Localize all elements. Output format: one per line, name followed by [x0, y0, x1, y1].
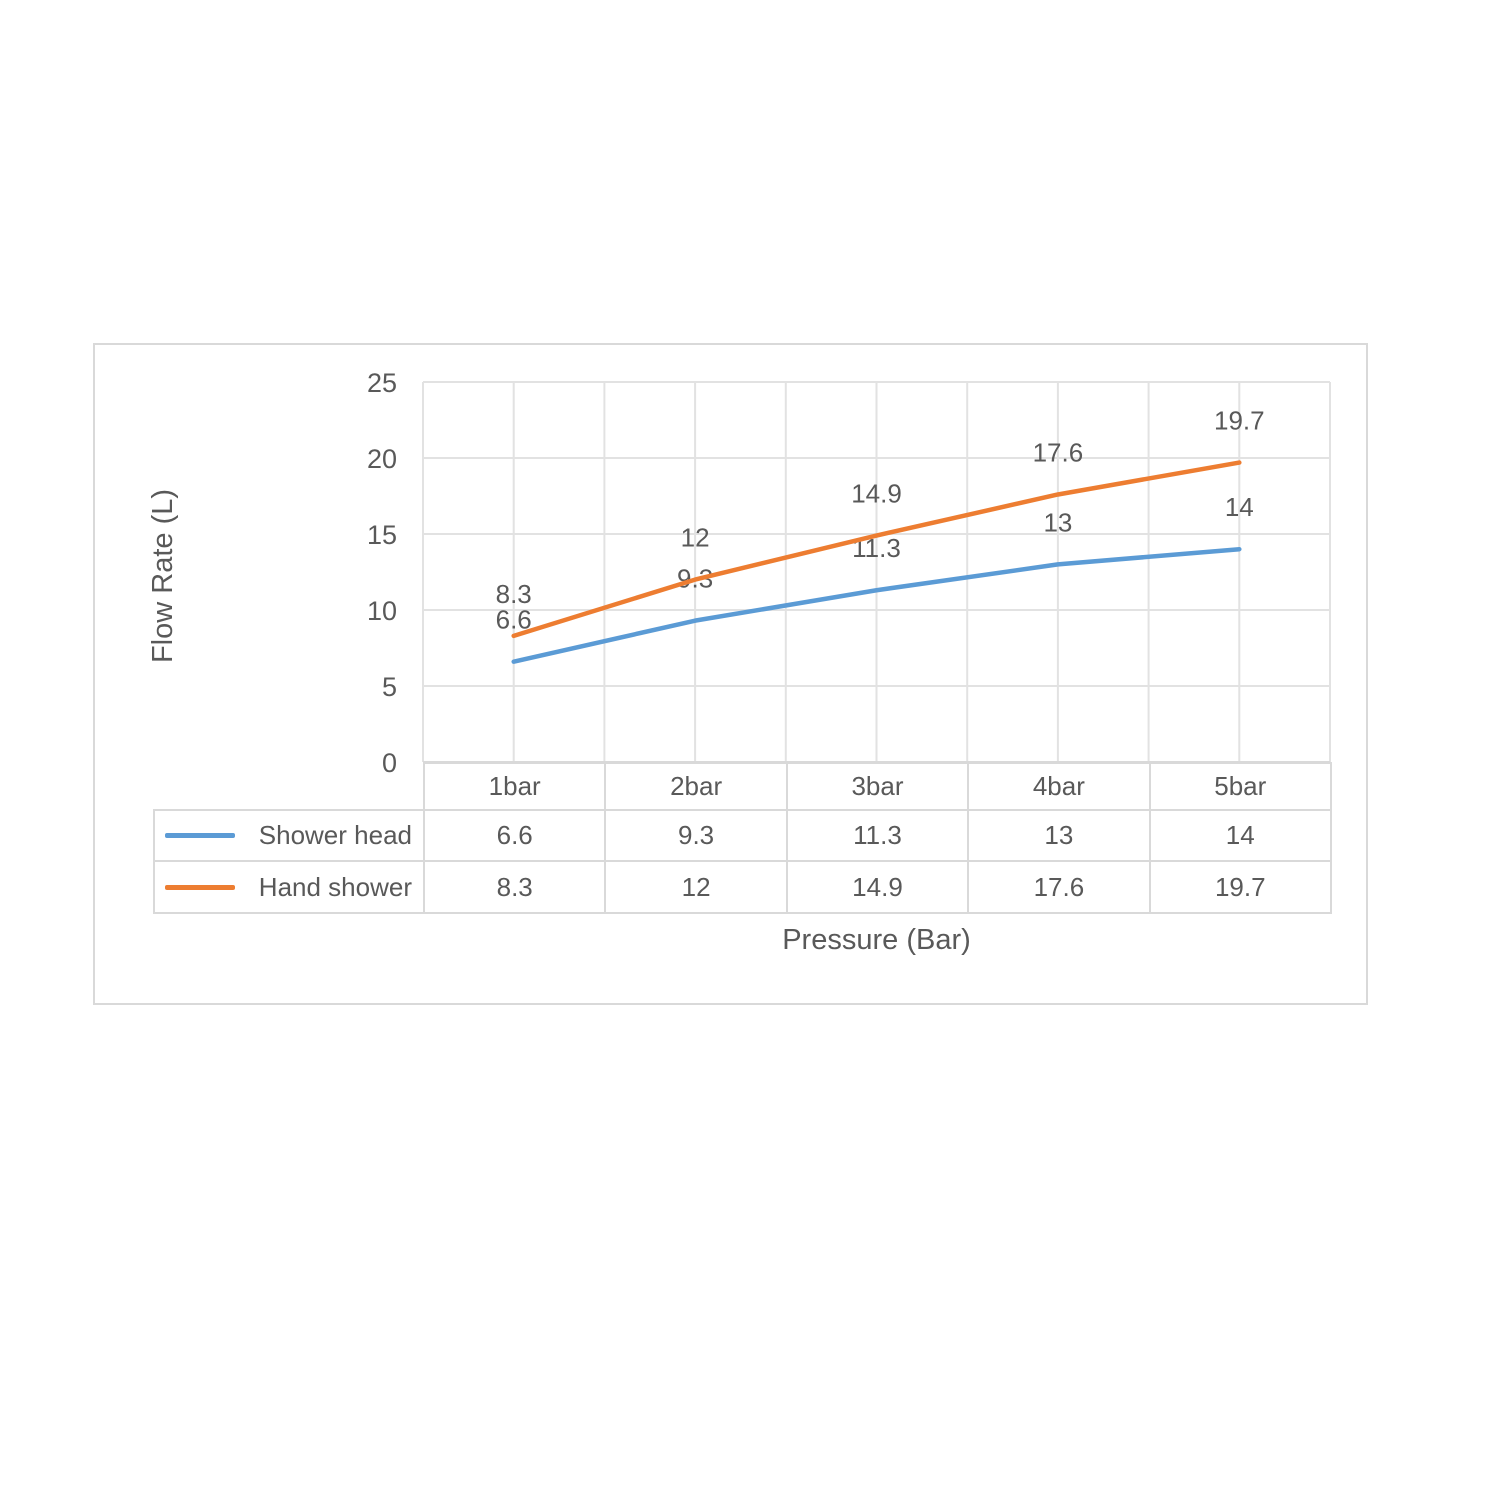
data-label: 13 [1043, 507, 1072, 537]
data-label: 19.7 [1214, 406, 1265, 436]
table-header-row: 1bar 2bar 3bar 4bar 5bar [154, 762, 1332, 811]
data-table: 1bar 2bar 3bar 4bar 5bar Shower head 6.6 9.3 11.… [153, 762, 1332, 914]
data-label: 8.3 [496, 579, 532, 609]
chart-frame: 0 5 10 15 20 25 6.6 9.3 11.3 13 14 8.3 12 14.9 17.6 19.… [93, 343, 1368, 1005]
line-chart-plot: 05101520256.69.311.313148.31214.917.619.… [367, 368, 1331, 778]
data-label: 17.6 [1033, 437, 1084, 467]
y-axis-tick-label: 20 [367, 444, 397, 474]
legend-cell: Shower head [153, 809, 425, 862]
series-line-shower-head [511, 546, 1242, 664]
data-label: 6.6 [496, 605, 532, 635]
value-cell: 14.9 [785, 860, 970, 914]
legend-cell: Hand shower [153, 860, 425, 914]
legend-key-line [165, 833, 235, 838]
value-cell: 13 [967, 809, 1151, 862]
category-header-cell: 1bar [422, 762, 607, 811]
series-row: Hand shower 8.3 12 14.9 17.6 19.7 [153, 860, 1332, 914]
category-header-cell: 3bar [785, 762, 970, 811]
series-line-hand-shower [511, 460, 1242, 639]
data-label: 14.9 [851, 479, 902, 509]
y-axis-tick-label: 5 [382, 672, 397, 702]
value-cell: 6.6 [422, 809, 607, 862]
category-header-cell: 4bar [967, 762, 1151, 811]
y-axis-tick-label: 0 [382, 748, 397, 778]
x-axis-title: Pressure (Bar) [782, 924, 971, 956]
y-axis-tick-label: 10 [367, 596, 397, 626]
data-label: 12 [681, 523, 710, 553]
value-cell: 11.3 [785, 809, 970, 862]
series-name-label: Hand shower [258, 871, 412, 902]
blank-cell [154, 763, 424, 810]
value-cell: 14 [1148, 809, 1332, 862]
data-label: 14 [1225, 492, 1254, 522]
value-cell: 19.7 [1148, 860, 1332, 914]
legend-key-line [165, 884, 235, 890]
category-header-cell: 5bar [1148, 762, 1332, 811]
value-cell: 17.6 [967, 860, 1151, 914]
category-header-cell: 2bar [604, 762, 788, 811]
value-cell: 9.3 [604, 809, 788, 862]
y-axis-tick-label: 25 [367, 368, 397, 398]
value-cell: 12 [604, 860, 788, 914]
series-name-label: Shower head [258, 820, 412, 850]
y-axis-title: Flow Rate (L) [147, 488, 179, 664]
value-cell: 8.3 [422, 860, 607, 914]
series-row: Shower head 6.6 9.3 11.3 13 14 [153, 809, 1332, 862]
y-axis-tick-label: 15 [367, 520, 397, 550]
